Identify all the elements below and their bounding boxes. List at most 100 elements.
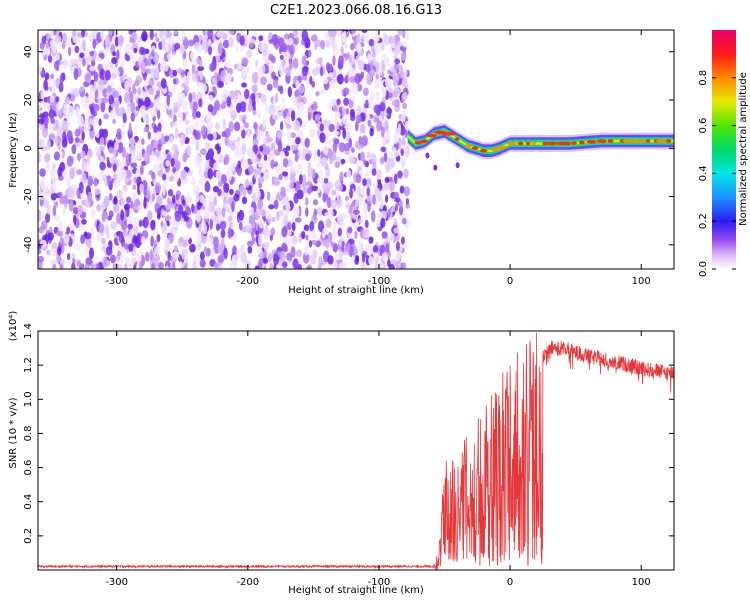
colorbar-ticks: 0.0 0.2 0.4 0.6 0.8: [698, 70, 736, 277]
noise-speckle: [62, 58, 69, 70]
noise-speckle: [383, 87, 387, 98]
noise-speckle: [58, 82, 64, 93]
noise-speckle: [184, 77, 189, 87]
noise-speckle: [205, 180, 210, 192]
noise-speckle: [93, 177, 98, 188]
noise-speckle: [283, 215, 289, 226]
noise-speckle: [322, 120, 329, 127]
noise-speckle: [279, 54, 284, 61]
noise-speckle: [247, 103, 253, 113]
noise-speckle: [327, 182, 334, 190]
noise-speckle: [321, 227, 326, 240]
noise-speckle: [144, 48, 150, 54]
x-tick-label: 100: [632, 276, 651, 287]
noise-speckle: [227, 166, 232, 173]
noise-speckle: [77, 152, 81, 162]
noise-speckle: [66, 252, 71, 261]
noise-speckle: [126, 214, 133, 224]
noise-speckle: [333, 138, 340, 145]
noise-speckle: [48, 109, 55, 119]
noise-speckle: [156, 233, 161, 243]
y-tick-label: 0.2: [23, 528, 34, 544]
noise-speckle: [329, 35, 334, 47]
noise-speckle: [277, 141, 283, 152]
noise-speckle: [69, 220, 75, 231]
signal-core-blob: [420, 139, 429, 144]
noise-speckle: [381, 252, 388, 262]
noise-speckle: [240, 252, 248, 264]
noise-speckle: [123, 92, 130, 104]
signal-core-blob: [464, 144, 472, 148]
signal-core-blob: [495, 145, 508, 150]
noise-speckle: [276, 131, 283, 139]
noise-speckle: [224, 60, 231, 68]
noise-speckle: [195, 212, 201, 223]
noise-speckle: [165, 265, 169, 269]
noise-speckle: [45, 162, 50, 172]
noise-speckle: [165, 41, 169, 52]
noise-speckle: [397, 170, 403, 179]
noise-speckle: [50, 192, 57, 201]
noise-speckle: [153, 84, 158, 93]
noise-speckle: [288, 44, 295, 56]
noise-speckle: [165, 31, 173, 38]
noise-speckle: [380, 42, 385, 52]
noise-speckle: [130, 162, 138, 168]
x-tick-label: -300: [105, 577, 128, 588]
noise-speckle: [73, 68, 79, 80]
x-tick-label: -200: [236, 577, 259, 588]
noise-speckle: [173, 244, 179, 252]
noise-speckle: [147, 210, 153, 221]
noise-speckle: [381, 231, 388, 239]
noise-speckle: [128, 122, 132, 134]
noise-speckle: [345, 108, 349, 115]
noise-speckle: [358, 218, 363, 224]
noise-speckle: [270, 227, 276, 236]
noise-speckle: [258, 218, 265, 229]
noise-speckle: [299, 156, 304, 162]
signal-stray-point: [455, 162, 460, 169]
noise-speckle: [235, 45, 240, 54]
noise-speckle: [402, 77, 407, 87]
noise-speckle: [345, 52, 351, 59]
noise-speckle: [126, 105, 131, 116]
noise-speckle: [106, 160, 111, 168]
noise-speckle: [342, 127, 347, 140]
noise-speckle: [117, 250, 122, 257]
noise-speckle: [55, 52, 61, 61]
noise-speckle: [295, 137, 301, 145]
noise-speckle: [63, 103, 68, 115]
noise-speckle: [61, 40, 66, 50]
noise-speckle: [217, 188, 222, 197]
noise-speckle: [242, 57, 249, 66]
noise-speckle: [198, 178, 203, 185]
noise-speckle: [181, 82, 186, 88]
signal-core-blob: [622, 139, 636, 143]
noise-speckle: [108, 94, 115, 105]
noise-speckle: [363, 205, 368, 215]
noise-speckle: [100, 30, 105, 40]
noise-speckle: [213, 215, 219, 224]
noise-speckle: [40, 179, 46, 191]
noise-speckle: [132, 235, 139, 244]
noise-speckle: [118, 107, 123, 115]
noise-speckle: [336, 98, 341, 106]
noise-speckle: [142, 72, 147, 81]
noise-speckle: [38, 232, 41, 240]
noise-speckle: [176, 36, 182, 45]
noise-speckle: [299, 150, 304, 158]
noise-speckle: [386, 107, 393, 115]
noise-speckle: [45, 249, 51, 256]
noise-speckle: [224, 128, 231, 139]
noise-speckle: [260, 208, 267, 217]
noise-speckle: [285, 116, 290, 124]
noise-speckle: [294, 206, 300, 217]
noise-speckle: [368, 38, 375, 47]
noise-speckle: [361, 30, 368, 34]
noise-speckle: [228, 207, 232, 216]
noise-speckle: [51, 82, 56, 93]
noise-speckle: [169, 121, 174, 128]
noise-speckle: [387, 209, 391, 218]
noise-speckle: [405, 202, 410, 209]
noise-speckle: [55, 61, 60, 72]
